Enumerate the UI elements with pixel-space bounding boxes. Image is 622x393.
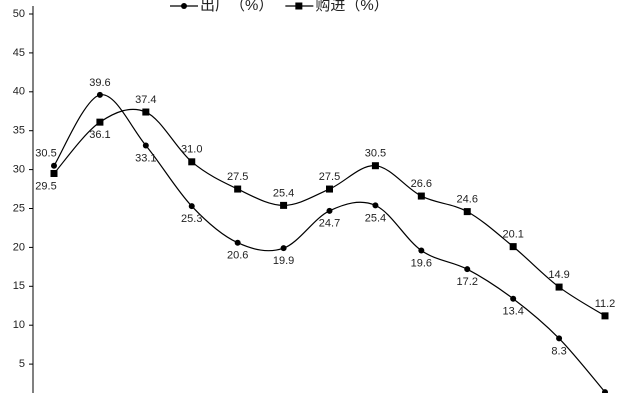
data-label: 27.5 bbox=[227, 171, 248, 183]
legend-label: 购进（%） bbox=[315, 0, 388, 14]
y-tick-label: 5 bbox=[19, 358, 25, 370]
data-label: 33.1 bbox=[135, 152, 156, 164]
marker bbox=[96, 118, 104, 126]
marker bbox=[188, 203, 195, 210]
marker bbox=[234, 185, 242, 193]
legend: 出厂（%） 购进（%） bbox=[170, 0, 389, 14]
data-label: 37.4 bbox=[135, 94, 156, 106]
marker bbox=[464, 266, 471, 273]
data-label: 30.5 bbox=[365, 148, 386, 160]
data-label: 39.6 bbox=[89, 77, 110, 89]
data-label: 31.0 bbox=[181, 144, 202, 156]
data-label: 25.4 bbox=[365, 212, 386, 224]
y-tick-label: 35 bbox=[13, 125, 25, 137]
marker bbox=[280, 245, 287, 252]
marker bbox=[280, 201, 288, 209]
y-tick-label: 30 bbox=[13, 164, 25, 176]
data-label: 20.6 bbox=[227, 250, 248, 262]
data-label: 20.1 bbox=[502, 229, 523, 241]
data-label: 11.2 bbox=[595, 298, 616, 310]
marker bbox=[418, 247, 425, 254]
marker bbox=[96, 91, 103, 98]
marker bbox=[417, 192, 425, 200]
marker bbox=[372, 202, 379, 209]
legend-label: 出厂（%） bbox=[200, 0, 273, 14]
marker bbox=[601, 312, 609, 320]
y-tick-label: 20 bbox=[13, 241, 25, 253]
marker bbox=[188, 158, 196, 166]
data-label: 8.3 bbox=[551, 345, 566, 357]
data-label: 25.3 bbox=[181, 213, 202, 225]
data-label: 19.9 bbox=[273, 255, 294, 267]
y-tick-label: 10 bbox=[13, 319, 25, 331]
marker bbox=[509, 243, 517, 251]
data-label: 24.7 bbox=[319, 218, 340, 230]
legend-marker bbox=[295, 2, 303, 10]
marker bbox=[556, 335, 563, 342]
marker bbox=[234, 239, 241, 246]
legend-marker bbox=[181, 3, 187, 9]
data-label: 26.6 bbox=[411, 178, 432, 190]
marker bbox=[510, 295, 517, 302]
data-label: 19.6 bbox=[411, 257, 432, 269]
marker bbox=[326, 207, 333, 214]
data-label: 36.1 bbox=[89, 129, 110, 141]
data-label: 17.2 bbox=[457, 276, 478, 288]
marker bbox=[555, 283, 563, 291]
y-tick-label: 45 bbox=[13, 47, 25, 59]
marker bbox=[371, 162, 379, 170]
data-label: 29.5 bbox=[35, 180, 56, 192]
marker bbox=[326, 185, 333, 193]
line bbox=[53, 94, 606, 393]
data-label: 27.5 bbox=[319, 171, 340, 183]
y-tick-label: 15 bbox=[13, 280, 25, 292]
data-label: 14.9 bbox=[548, 269, 569, 281]
data-label: 30.5 bbox=[35, 148, 56, 160]
marker bbox=[602, 389, 608, 393]
data-label: 13.4 bbox=[502, 306, 523, 318]
marker bbox=[142, 142, 149, 149]
y-tick-label: 25 bbox=[13, 202, 25, 214]
data-label: 24.6 bbox=[457, 194, 478, 206]
y-tick-label: 50 bbox=[13, 8, 25, 20]
marker bbox=[463, 208, 471, 216]
marker bbox=[142, 108, 150, 116]
data-label: 25.4 bbox=[273, 187, 294, 199]
marker bbox=[50, 169, 58, 177]
y-tick-label: 40 bbox=[13, 86, 25, 98]
marker bbox=[51, 162, 57, 169]
